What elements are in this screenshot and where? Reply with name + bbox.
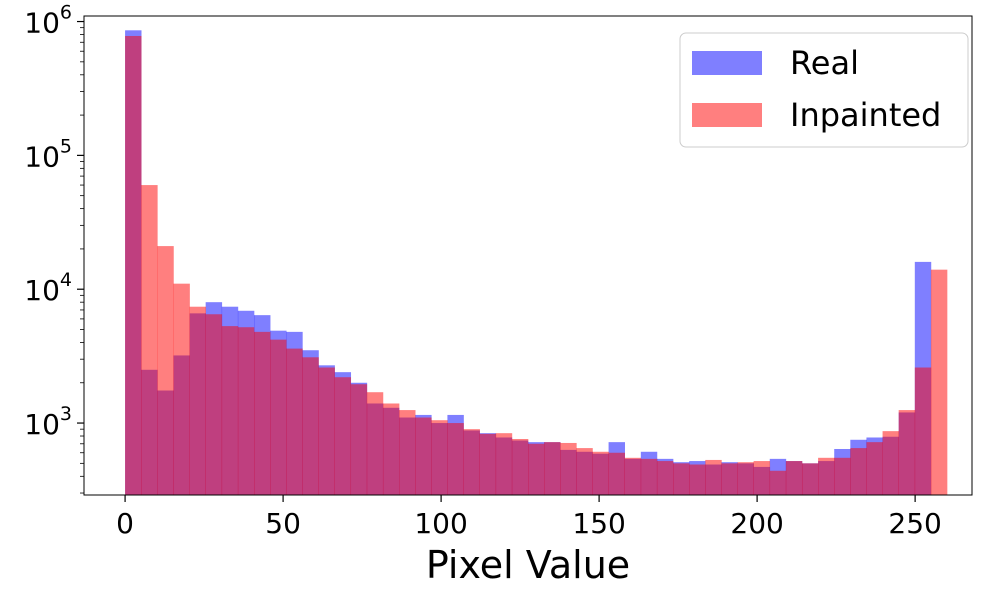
y-tick-label: 106: [24, 2, 72, 40]
bar-inpainted-43: [818, 457, 835, 495]
x-tick-label: 150: [572, 507, 625, 540]
bar-inpainted-19: [431, 420, 448, 495]
y-tick-label: 104: [24, 269, 72, 307]
legend-swatch-real: [692, 51, 762, 75]
bar-inpainted-2: [157, 246, 174, 495]
bar-inpainted-40: [769, 470, 787, 495]
x-tick-label: 50: [265, 507, 301, 540]
y-axis-ticks: 103 104 105 106: [24, 2, 84, 494]
bar-inpainted-45: [850, 448, 867, 495]
bar-inpainted-10: [286, 348, 303, 495]
bar-inpainted-6: [221, 326, 239, 495]
x-tick-label: 100: [414, 507, 467, 540]
bar-inpainted-34: [673, 463, 690, 495]
legend-label-real: Real: [790, 44, 859, 82]
legend: Real Inpainted: [679, 32, 969, 148]
bar-inpainted-11: [302, 357, 319, 495]
bar-inpainted-25: [528, 443, 545, 495]
bar-inpainted-9: [270, 339, 287, 495]
x-axis-title: Pixel Value: [426, 543, 630, 587]
bar-inpainted-27: [560, 442, 577, 495]
plot-frame: [83, 15, 973, 496]
bar-inpainted-20: [447, 423, 464, 495]
bar-inpainted-15: [366, 392, 384, 495]
bar-inpainted-47: [882, 431, 899, 495]
x-axis-ticks: 0 50 100 150 200 250: [116, 495, 942, 540]
bar-inpainted-50: [930, 269, 948, 495]
bar-inpainted-28: [576, 448, 593, 495]
bar-inpainted-18: [415, 417, 432, 495]
bar-inpainted-26: [544, 442, 561, 495]
bar-inpainted-16: [382, 403, 400, 495]
bar-inpainted-17: [399, 410, 416, 495]
y-tick-label: 105: [24, 135, 72, 173]
y-tick-label: 103: [24, 403, 72, 441]
bar-inpainted-5: [205, 314, 223, 495]
bar-inpainted-12: [318, 367, 335, 495]
bar-inpainted-41: [785, 461, 803, 495]
bar-inpainted-42: [801, 463, 819, 495]
bar-inpainted-13: [334, 377, 352, 495]
bar-inpainted-0: [125, 35, 142, 495]
bar-inpainted-1: [141, 185, 158, 495]
bar-inpainted-24: [511, 439, 529, 495]
bar-inpainted-4: [189, 306, 206, 495]
bar-inpainted-44: [834, 457, 851, 495]
bar-inpainted-22: [479, 433, 497, 495]
bar-inpainted-29: [592, 451, 609, 495]
bar-inpainted-31: [624, 457, 642, 495]
bar-inpainted-39: [753, 461, 771, 495]
bar-inpainted-30: [608, 452, 625, 495]
x-tick-label: 0: [116, 507, 134, 540]
bar-inpainted-3: [173, 283, 190, 495]
bar-inpainted-37: [721, 463, 738, 495]
bar-inpainted-48: [898, 410, 916, 495]
bar-inpainted-14: [350, 384, 368, 495]
bar-inpainted-7: [237, 327, 255, 495]
bar-inpainted-36: [705, 459, 722, 495]
bar-inpainted-8: [254, 331, 271, 495]
bar-inpainted-33: [656, 461, 674, 495]
bar-inpainted-21: [463, 429, 480, 495]
legend-label-inpainted: Inpainted: [790, 96, 941, 134]
bar-inpainted-46: [866, 442, 883, 495]
histogram-bars: [125, 30, 948, 496]
bar-inpainted-32: [640, 458, 658, 495]
bar-inpainted-35: [689, 464, 706, 495]
legend-swatch-inpainted: [692, 103, 762, 127]
bar-inpainted-49: [914, 367, 932, 495]
x-tick-label: 250: [888, 507, 941, 540]
plot-axes: [83, 15, 973, 496]
x-tick-label: 200: [730, 507, 783, 540]
bar-inpainted-38: [737, 462, 754, 495]
bar-inpainted-23: [495, 433, 513, 495]
